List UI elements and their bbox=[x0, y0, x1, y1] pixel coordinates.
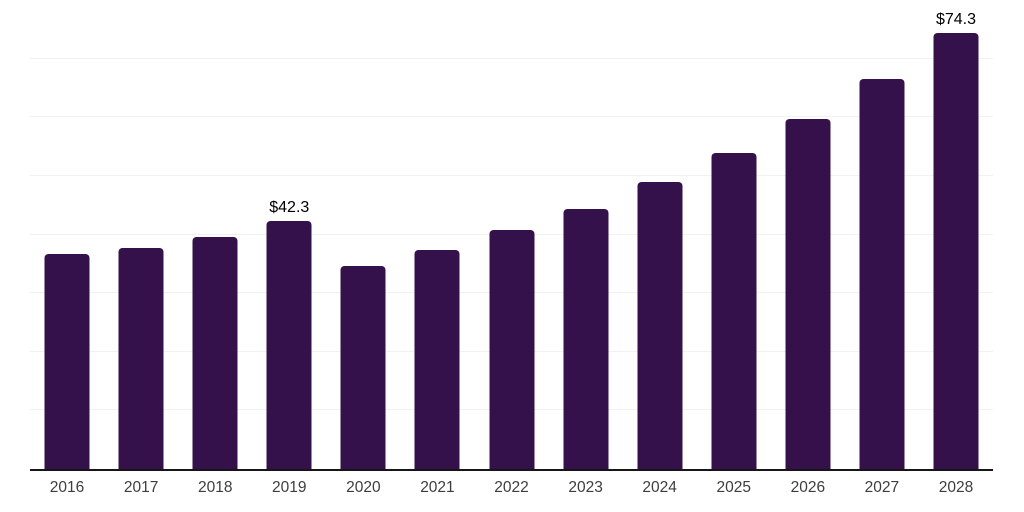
gridline-60 bbox=[30, 116, 993, 118]
x-tick-label-2019: 2019 bbox=[272, 479, 307, 496]
x-axis-labels: 2016 2017 2018 2019 2020 2021 2022 2023 2024 2025… bbox=[30, 479, 993, 497]
bar-slot-2025 bbox=[697, 0, 771, 469]
bar-2026[interactable] bbox=[785, 119, 831, 469]
bar-2024[interactable] bbox=[637, 182, 683, 469]
bar-2028[interactable] bbox=[933, 33, 979, 469]
bar-2019[interactable] bbox=[266, 221, 312, 469]
bar-slot-2026 bbox=[771, 0, 845, 469]
gridline-70 bbox=[30, 57, 993, 59]
bar-2020[interactable] bbox=[340, 265, 386, 469]
x-tick-label-2023: 2023 bbox=[568, 479, 603, 496]
bar-2021[interactable] bbox=[414, 250, 460, 469]
bar-2017[interactable] bbox=[118, 247, 164, 469]
gridline-50 bbox=[30, 174, 993, 176]
bar-2016[interactable] bbox=[44, 254, 90, 469]
bar-slot-2028: $74.3 bbox=[919, 0, 993, 469]
x-tick-label-2022: 2022 bbox=[494, 479, 529, 496]
x-tick-label-2021: 2021 bbox=[420, 479, 455, 496]
bar-slot-2017 bbox=[104, 0, 178, 469]
bar-2023[interactable] bbox=[563, 209, 609, 469]
bar-value-label-2028: $74.3 bbox=[935, 11, 976, 29]
bar-value-label-2019: $42.3 bbox=[269, 199, 310, 217]
bar-slot-2027 bbox=[845, 0, 919, 469]
x-tick-label-2026: 2026 bbox=[790, 479, 826, 496]
bar-2025[interactable] bbox=[711, 153, 757, 469]
x-tick-label-2016: 2016 bbox=[49, 479, 85, 496]
bar-slot-2023 bbox=[549, 0, 623, 469]
bar-slot-2021 bbox=[400, 0, 474, 469]
x-tick-label-2017: 2017 bbox=[123, 479, 159, 496]
x-tick-label-2028: 2028 bbox=[938, 479, 974, 496]
bar-slot-2022 bbox=[474, 0, 548, 469]
bar-slot-2019: $42.3 bbox=[252, 0, 326, 469]
bar-2027[interactable] bbox=[859, 78, 905, 469]
x-tick-label-2020: 2020 bbox=[346, 479, 381, 496]
bar-slot-2020 bbox=[326, 0, 400, 469]
bars-row: $42.3 $74.3 bbox=[30, 0, 993, 469]
x-tick-label-2025: 2025 bbox=[716, 479, 751, 496]
bar-slot-2018 bbox=[178, 0, 252, 469]
bar-slot-2016 bbox=[30, 0, 104, 469]
plot-area: $42.3 $74.3 bbox=[30, 0, 993, 471]
x-tick-label-2018: 2018 bbox=[197, 479, 233, 496]
x-tick-label-2027: 2027 bbox=[864, 479, 900, 496]
x-tick-label-2024: 2024 bbox=[642, 479, 677, 496]
bar-2022[interactable] bbox=[489, 229, 534, 469]
bar-slot-2024 bbox=[623, 0, 697, 469]
bar-2018[interactable] bbox=[192, 236, 238, 469]
